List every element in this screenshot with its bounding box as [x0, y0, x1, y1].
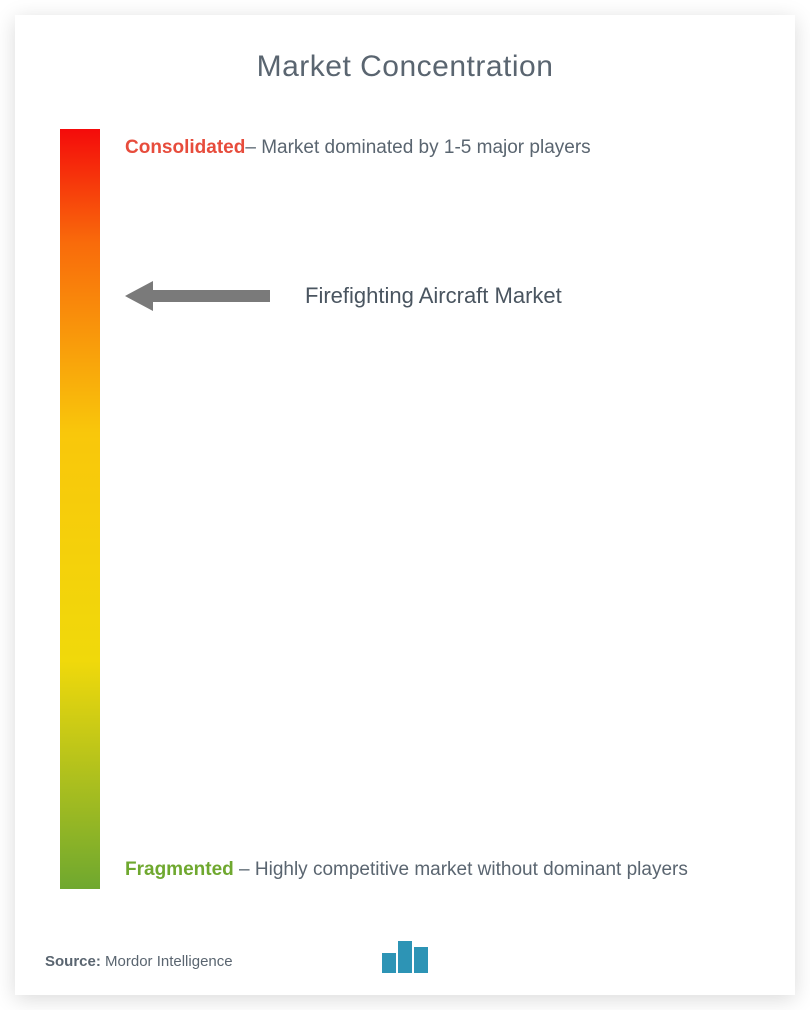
- market-label: Firefighting Aircraft Market: [305, 283, 562, 309]
- arrow-left-icon: [125, 281, 270, 311]
- content-area: Consolidated– Market dominated by 1-5 ma…: [45, 129, 765, 935]
- mordor-logo-icon: [382, 941, 428, 973]
- descriptions-column: Consolidated– Market dominated by 1-5 ma…: [100, 129, 765, 889]
- consolidated-description: Consolidated– Market dominated by 1-5 ma…: [125, 129, 755, 167]
- gradient-scale-bar: [60, 129, 100, 889]
- chart-title: Market Concentration: [45, 50, 765, 84]
- fragmented-description: Fragmented – Highly competitive market w…: [125, 851, 755, 889]
- source-value: Mordor Intelligence: [101, 953, 233, 970]
- market-concentration-card: Market Concentration Consolidated– Marke…: [15, 15, 795, 995]
- consolidated-label: Consolidated: [125, 137, 245, 158]
- fragmented-label: Fragmented: [125, 859, 234, 880]
- consolidated-text: – Market dominated by 1-5 major players: [245, 137, 590, 158]
- market-position-marker: Firefighting Aircraft Market: [125, 281, 562, 311]
- source-label: Source:: [45, 953, 101, 970]
- fragmented-text: – Highly competitive market without domi…: [234, 859, 688, 880]
